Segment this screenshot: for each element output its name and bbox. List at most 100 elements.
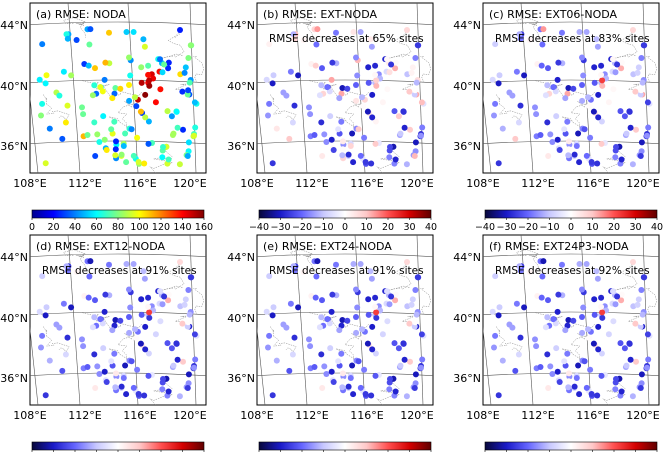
station-marker	[565, 152, 572, 159]
station-marker	[46, 357, 53, 364]
graticule-lon	[127, 235, 139, 405]
station-marker	[160, 376, 166, 382]
station-marker	[598, 303, 605, 310]
station-marker	[185, 87, 192, 94]
station-marker	[128, 358, 135, 365]
lat-label: 40°N	[227, 312, 255, 325]
province-boundary	[535, 80, 596, 97]
station-marker	[365, 296, 372, 303]
graticule-lon	[67, 235, 81, 405]
station-marker	[173, 108, 180, 115]
station-marker	[372, 62, 379, 69]
station-marker	[39, 332, 46, 339]
station-marker	[372, 140, 379, 147]
panel-title: (c) RMSE: EXT06-NODA	[489, 8, 618, 21]
station-marker	[593, 268, 600, 275]
graticule-lat	[257, 253, 433, 258]
station-marker	[509, 92, 516, 99]
station-marker	[392, 388, 399, 395]
station-marker	[365, 311, 372, 318]
station-marker	[46, 125, 53, 132]
station-marker	[321, 363, 328, 370]
station-marker	[311, 364, 318, 370]
station-marker	[595, 91, 602, 98]
station-marker	[191, 331, 198, 338]
station-marker	[128, 126, 135, 133]
station-marker	[185, 319, 192, 326]
station-marker	[388, 293, 395, 300]
lon-label: 112°E	[68, 177, 101, 190]
station-marker	[159, 154, 166, 161]
station-marker	[180, 358, 186, 365]
station-marker	[566, 138, 572, 145]
colorbar-tick-label: −40	[249, 222, 269, 233]
station-marker	[391, 340, 398, 347]
station-marker	[612, 154, 619, 161]
station-marker	[598, 62, 605, 69]
station-marker	[319, 385, 326, 391]
station-marker	[587, 366, 594, 373]
province-boundary	[82, 80, 143, 97]
station-marker	[184, 91, 191, 98]
graticule-lon	[580, 3, 592, 173]
colorbar	[484, 441, 658, 451]
station-marker	[185, 287, 192, 293]
station-marker	[364, 108, 371, 115]
station-marker	[91, 119, 98, 126]
lat-label: 44°N	[453, 251, 481, 264]
station-marker	[126, 314, 132, 320]
colorbar-tick-label: −20	[518, 222, 538, 233]
colorbar-tick-label: 80	[112, 222, 124, 233]
station-marker	[576, 29, 583, 35]
station-marker	[173, 340, 180, 347]
station-marker	[623, 362, 630, 369]
station-marker	[86, 41, 93, 48]
station-marker	[130, 152, 137, 159]
station-marker	[513, 300, 520, 307]
lon-label: 120°E	[626, 409, 659, 422]
station-marker	[614, 61, 621, 68]
station-marker	[365, 64, 372, 71]
station-marker	[328, 308, 335, 315]
station-marker	[362, 159, 369, 165]
station-marker	[38, 112, 44, 119]
station-marker	[406, 320, 413, 327]
graticule-lat	[30, 21, 206, 26]
station-marker	[270, 304, 277, 311]
station-marker	[365, 79, 372, 86]
station-marker	[307, 343, 314, 350]
station-marker	[587, 134, 594, 141]
station-marker	[492, 332, 499, 339]
lat-label: 40°N	[453, 312, 481, 325]
station-marker	[360, 103, 367, 110]
station-marker	[80, 343, 87, 350]
station-marker	[141, 275, 148, 282]
station-marker	[561, 126, 568, 133]
station-marker	[319, 153, 326, 159]
station-marker	[373, 77, 380, 84]
station-marker	[319, 297, 325, 304]
graticule-lon	[642, 235, 650, 405]
station-marker	[316, 92, 323, 99]
station-marker	[132, 94, 138, 101]
station-marker	[545, 65, 551, 72]
station-marker	[145, 140, 152, 147]
province-boundary	[63, 17, 86, 38]
colorbar-tick-label: 20	[47, 222, 59, 233]
station-marker	[564, 350, 571, 357]
station-marker	[588, 391, 595, 397]
station-marker	[97, 84, 104, 91]
province-boundary	[160, 30, 185, 60]
station-marker	[159, 386, 166, 393]
station-marker	[313, 41, 320, 48]
station-marker	[286, 135, 293, 142]
colorbar	[258, 441, 432, 451]
station-marker	[545, 153, 552, 159]
station-marker	[517, 267, 524, 274]
station-marker	[626, 340, 633, 347]
station-marker	[161, 293, 168, 300]
graticule-lon	[580, 235, 592, 405]
colorbar-tick-label: 30	[403, 222, 415, 233]
station-marker	[330, 379, 337, 385]
